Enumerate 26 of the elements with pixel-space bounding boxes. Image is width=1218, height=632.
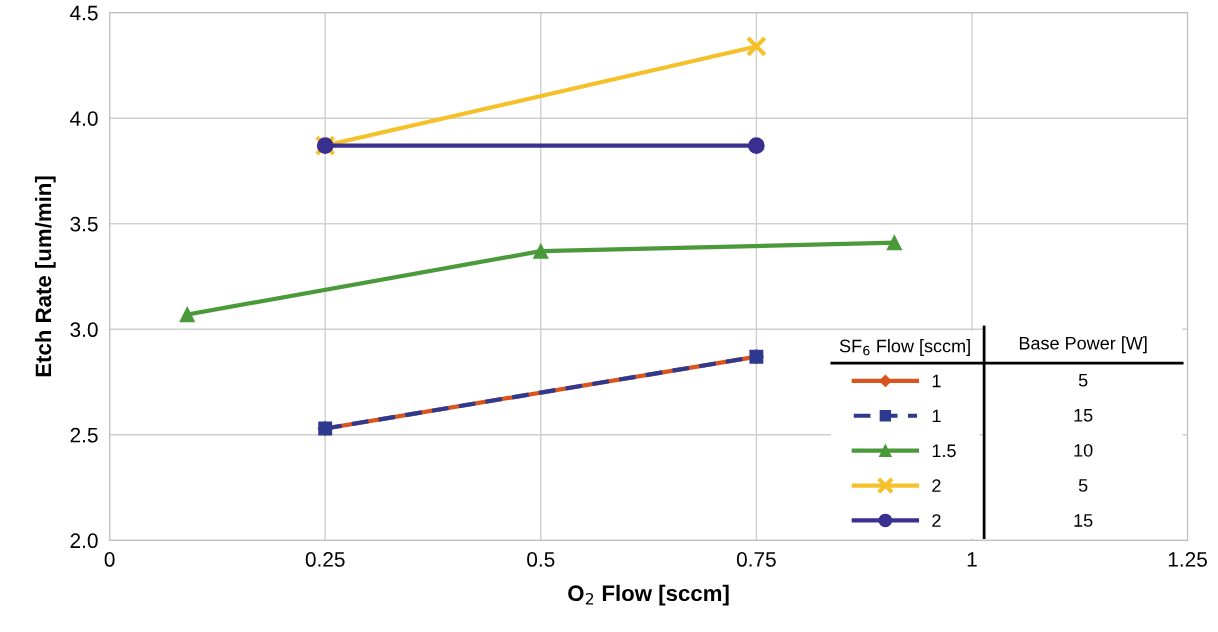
y-tick-label: 3.0 (70, 322, 98, 338)
legend-label: 2 (932, 514, 941, 527)
annotation: 10 (1074, 443, 1093, 457)
y-axis-title: Etch Rate [um/min] (34, 176, 56, 377)
x-axis-title: O$_{2}$ Flow [sccm] (568, 584, 729, 606)
x-tick-label: 0.75 (736, 552, 776, 567)
legend-label: 2 (932, 479, 941, 492)
annotation: 5 (1078, 479, 1088, 492)
x-tick-label: 0.25 (305, 552, 345, 567)
y-tick-label: 4.5 (70, 5, 98, 21)
legend-label: 1.5 (932, 444, 956, 458)
y-tick-label: 4.0 (70, 111, 98, 126)
x-tick-label: 1 (967, 552, 977, 567)
annotation: 15 (1074, 514, 1093, 527)
annotation: Base Power [W] (1019, 336, 1147, 354)
legend-label: 1 (932, 409, 941, 423)
annotation: 15 (1074, 409, 1093, 422)
y-tick-label: 3.5 (70, 216, 98, 232)
legend-title: SF$_{6}$ Flow [sccm] (839, 339, 970, 356)
x-tick-label: 1.25 (1168, 552, 1207, 567)
y-tick-label: 2.0 (70, 533, 98, 549)
x-tick-label: 0 (104, 552, 115, 567)
y-tick-label: 2.5 (70, 427, 98, 443)
annotation: 5 (1078, 374, 1088, 387)
legend-label: 1 (932, 374, 941, 388)
x-tick-label: 0.5 (527, 552, 555, 567)
